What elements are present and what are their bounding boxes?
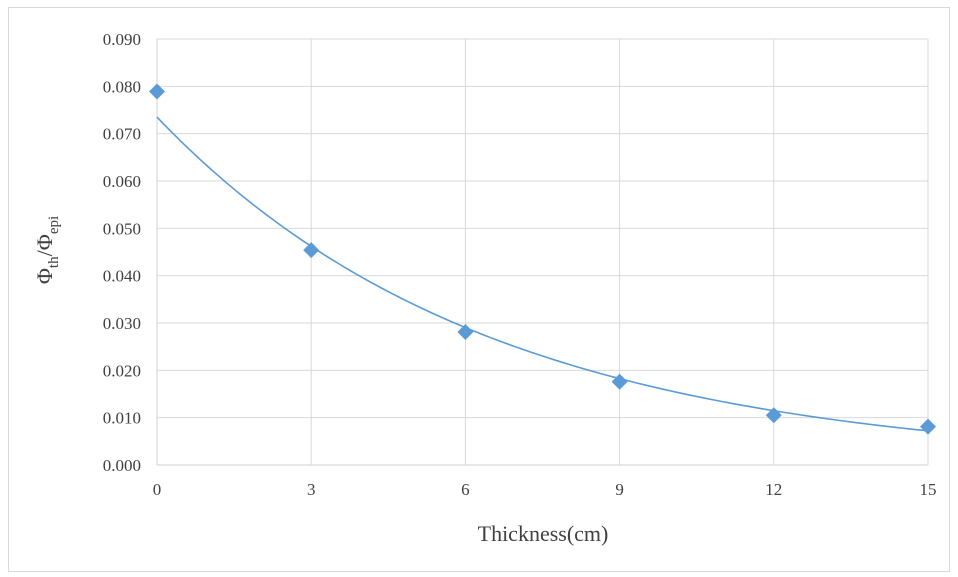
x-tick-label: 6 (461, 480, 470, 499)
gridlines (157, 38, 929, 465)
x-tick-label: 0 (153, 480, 162, 499)
y-axis-title-slash: / (32, 249, 57, 256)
x-tick-label: 15 (920, 480, 937, 499)
y-axis-title-sub-epi: epi (46, 216, 62, 234)
y-tick-label: 0.090 (103, 30, 141, 49)
y-axis-title-phi-1: Φ (32, 268, 57, 284)
y-tick-label: 0.000 (103, 456, 141, 475)
data-point (457, 323, 474, 340)
x-tick-label: 12 (765, 480, 782, 499)
y-axis-title-sub-th: th (46, 256, 62, 268)
y-tick-label: 0.040 (103, 267, 141, 286)
y-axis-title-phi-2: Φ (32, 234, 57, 250)
x-tick-label: 9 (615, 480, 624, 499)
y-tick-label: 0.060 (103, 172, 141, 191)
data-point (765, 407, 782, 424)
y-tick-label: 0.050 (103, 219, 141, 238)
y-tick-label: 0.010 (103, 409, 141, 428)
data-point (303, 242, 320, 259)
chart-frame (8, 7, 950, 572)
y-tick-label: 0.020 (103, 361, 141, 380)
y-tick-label: 0.030 (103, 314, 141, 333)
x-tick-labels: 0 3 6 9 12 15 (153, 480, 937, 499)
y-axis-title: Φth/Φepi (32, 216, 62, 284)
axes (156, 39, 928, 466)
data-point (611, 373, 628, 390)
y-tick-label: 0.080 (103, 77, 141, 96)
data-point (149, 83, 165, 100)
exponential-trendline (156, 116, 929, 432)
x-tick-label: 3 (307, 480, 316, 499)
y-tick-labels: 0.000 0.010 0.020 0.030 0.040 0.050 0.060 0.070… (103, 30, 141, 475)
data-points (149, 83, 936, 435)
data-point (920, 418, 936, 435)
y-tick-label: 0.070 (103, 125, 141, 144)
x-axis-title: Thickness(cm) (478, 521, 609, 546)
